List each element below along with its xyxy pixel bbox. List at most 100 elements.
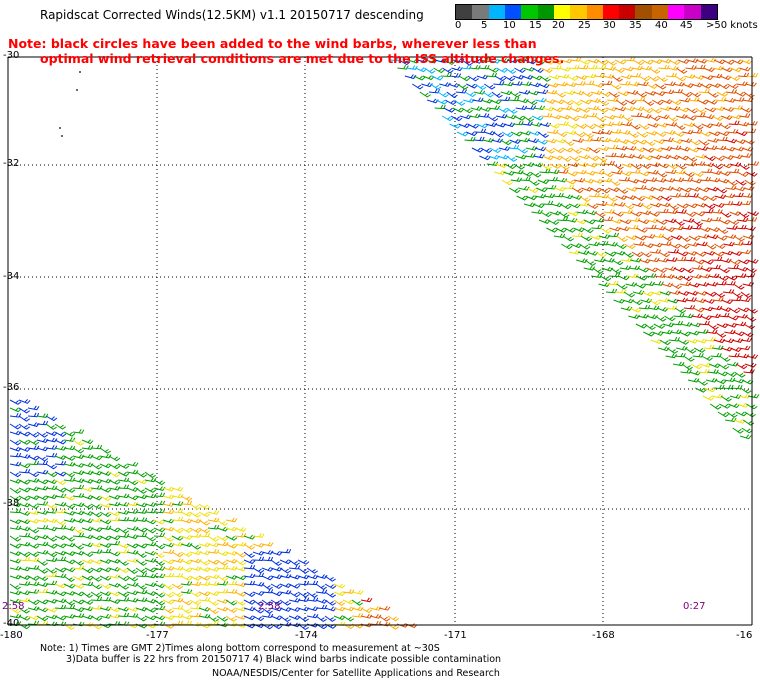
wind-barb [36,524,49,530]
wind-barb [297,559,310,565]
wind-barb [81,439,94,445]
wind-barb [216,535,229,542]
wind-barb [700,315,712,321]
wind-barb [54,615,67,621]
wind-barb [333,591,346,597]
wind-barb [665,72,678,78]
wind-barb [90,495,103,501]
wind-barb [721,299,733,305]
wind-barb [584,73,597,79]
wind-barb [674,75,686,82]
wind-barb [171,597,184,603]
wind-barb [180,599,193,606]
wind-barb [652,331,664,336]
wind-barb [699,176,711,182]
wind-barb [646,267,659,273]
wind-barb [574,219,587,225]
wind-barb [153,543,166,550]
wind-barb [144,615,157,621]
wind-barb [650,339,663,344]
time-label-right: 0:27 [683,601,706,612]
wind-barb [486,115,499,122]
wind-barb [561,243,573,250]
wind-barb [710,305,723,311]
wind-barb [171,572,184,578]
wind-barb [198,559,211,566]
wind-barb [135,606,148,612]
wind-barb [728,75,741,82]
wind-barb [90,511,103,518]
wind-barb [694,64,706,70]
wind-barb [207,549,220,554]
wind-barb [90,503,103,510]
wind-barb [631,112,643,118]
wind-barb [446,91,458,99]
wind-barb [533,153,545,159]
wind-barb [297,567,309,574]
wind-barb [539,168,551,174]
wind-barb [54,519,67,526]
wind-barb [99,519,112,525]
wind-barb [660,195,672,202]
wind-barb [18,399,31,404]
wind-barb [670,283,682,290]
contamination-dot [59,127,61,129]
wind-barb [378,615,391,622]
wind-barb [528,179,540,186]
wind-barb [162,526,175,532]
wind-barb [108,455,121,462]
wind-barb [63,487,76,493]
wind-barb [649,249,662,254]
wind-barb [728,259,741,266]
wind-barb [609,129,622,134]
wind-barb [573,177,586,183]
wind-barb [672,131,685,137]
wind-barb [745,315,757,322]
wind-barb [673,81,685,87]
wind-barb [108,540,121,546]
wind-barb [460,64,472,70]
wind-barb [701,75,714,81]
wind-barb [688,330,700,336]
wind-barb [72,439,84,446]
wind-barb [741,427,753,434]
wind-barb [117,477,130,483]
wind-barb [90,575,102,582]
wind-barb [72,462,85,468]
wind-barb [297,580,310,586]
wind-barb [342,589,355,594]
wind-barb [725,322,738,328]
wind-barb [741,240,753,246]
wind-barb [81,453,94,459]
wind-barb [746,120,758,126]
wind-barb [27,575,40,581]
wind-barb [601,266,614,272]
wind-barb [656,75,668,83]
wind-barb [515,105,528,111]
wind-barb [719,355,731,362]
wind-barb [594,257,606,263]
wind-barb [413,75,426,81]
wind-barb [704,107,717,113]
wind-barb [36,575,49,582]
wind-barb [288,559,300,566]
wind-barb [618,176,630,182]
wind-barb [740,59,753,65]
wind-barb [153,508,166,514]
wind-barb [207,566,220,572]
wind-barb [117,591,130,598]
wind-barb [722,384,734,390]
scale-swatch [619,5,636,19]
scale-swatch [553,5,571,19]
wind-barb [306,591,318,598]
wind-barb [592,82,604,88]
wind-barb [700,267,713,272]
wind-barb [594,115,607,122]
wind-barb [424,67,436,74]
wind-barb [615,145,628,151]
time-label-left: 2:58 [2,601,25,612]
wind-barb [722,107,735,112]
wind-barb [45,503,58,510]
wind-barb [72,429,85,434]
wind-barb [537,179,550,185]
